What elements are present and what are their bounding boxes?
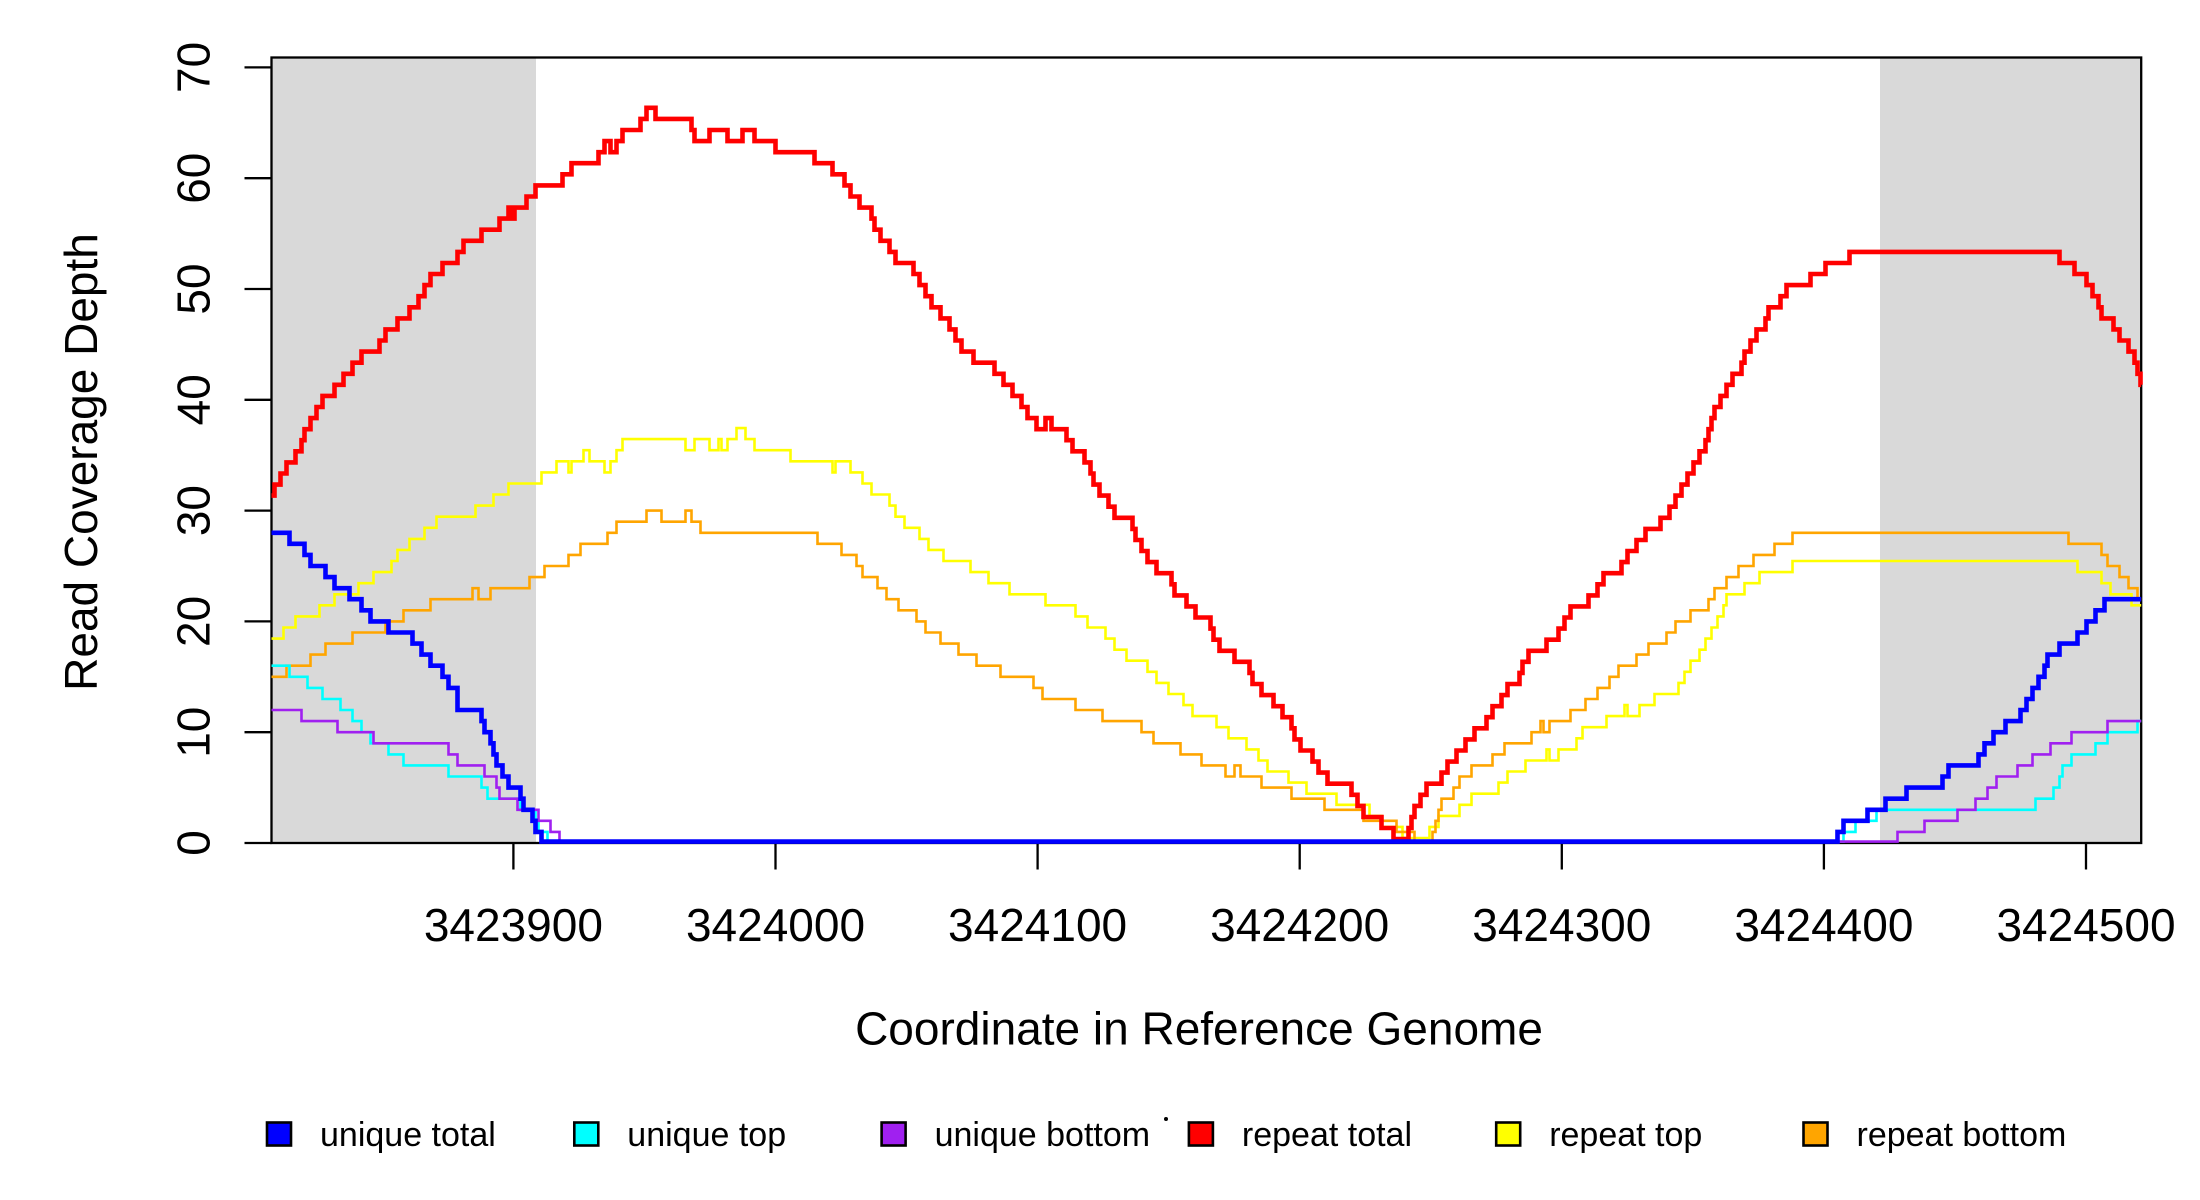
svg-text:3424000: 3424000 — [686, 899, 865, 951]
svg-text:70: 70 — [168, 42, 220, 93]
svg-text:Coordinate in Reference Genome: Coordinate in Reference Genome — [855, 1003, 1543, 1055]
svg-text:20: 20 — [168, 596, 220, 647]
svg-text:unique top: unique top — [627, 1116, 786, 1154]
svg-text:repeat top: repeat top — [1549, 1116, 1702, 1154]
svg-text:Read Coverage Depth: Read Coverage Depth — [55, 233, 107, 691]
svg-text:30: 30 — [168, 485, 220, 536]
svg-text:0: 0 — [168, 830, 220, 856]
svg-text:repeat total: repeat total — [1242, 1116, 1412, 1154]
svg-text:3424400: 3424400 — [1734, 899, 1913, 951]
svg-text:3424300: 3424300 — [1472, 899, 1651, 951]
svg-text:unique bottom: unique bottom — [935, 1116, 1151, 1154]
svg-text:repeat bottom: repeat bottom — [1857, 1116, 2067, 1154]
svg-text:50: 50 — [168, 263, 220, 314]
svg-text:60: 60 — [168, 153, 220, 204]
svg-text:unique total: unique total — [320, 1116, 496, 1154]
svg-text:3424200: 3424200 — [1210, 899, 1389, 951]
svg-text:3424500: 3424500 — [1996, 899, 2175, 951]
svg-text:3424100: 3424100 — [948, 899, 1127, 951]
svg-text:40: 40 — [168, 374, 220, 425]
svg-text:3423900: 3423900 — [424, 899, 603, 951]
svg-text:10: 10 — [168, 707, 220, 758]
